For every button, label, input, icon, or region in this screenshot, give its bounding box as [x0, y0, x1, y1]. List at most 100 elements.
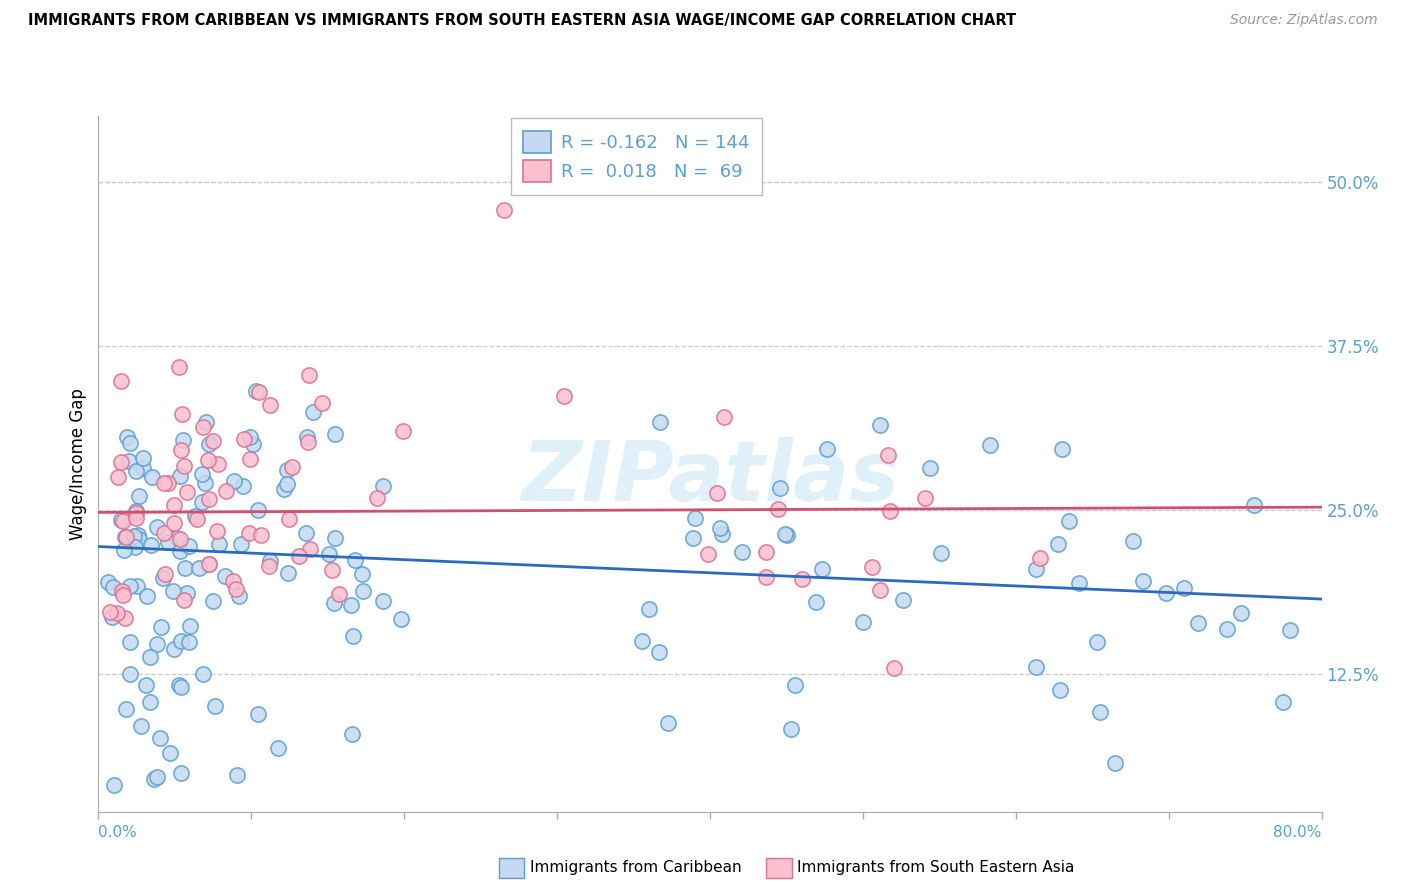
Point [135, 589, 157, 603]
Point [125, 504, 148, 518]
Point [141, 470, 163, 484]
Point [204, 698, 226, 713]
Point [1122, 534, 1144, 549]
Point [198, 492, 221, 507]
Point [191, 420, 214, 434]
Point [276, 476, 298, 491]
Y-axis label: Wage/Income Gap: Wage/Income Gap [69, 388, 87, 540]
Point [118, 436, 141, 450]
Point [222, 474, 245, 488]
Point [869, 582, 891, 597]
Point [169, 766, 191, 780]
Point [342, 629, 364, 643]
Point [197, 436, 219, 450]
Point [776, 528, 799, 542]
Point [118, 667, 141, 681]
Point [128, 532, 150, 546]
Point [132, 461, 155, 475]
Point [98, 605, 121, 619]
Point [139, 695, 162, 709]
Point [350, 567, 373, 582]
Point [259, 398, 281, 412]
Point [186, 512, 208, 526]
Point [815, 442, 838, 456]
Point [373, 594, 395, 608]
Point [278, 512, 301, 526]
Point [682, 532, 704, 546]
Point [1230, 606, 1253, 620]
Point [188, 560, 211, 574]
Point [1047, 537, 1070, 551]
Point [711, 526, 734, 541]
Point [170, 442, 193, 457]
Point [114, 530, 136, 544]
Point [159, 746, 181, 760]
Point [97, 575, 120, 590]
Text: 80.0%: 80.0% [1274, 825, 1322, 840]
Point [1104, 756, 1126, 771]
Point [1085, 635, 1108, 649]
Point [232, 478, 254, 492]
Point [648, 645, 671, 659]
Point [250, 528, 273, 542]
Point [281, 459, 304, 474]
Point [170, 633, 193, 648]
Point [1029, 550, 1052, 565]
Point [120, 635, 142, 649]
Point [131, 450, 153, 465]
Point [553, 389, 575, 403]
Point [226, 768, 249, 782]
Point [131, 719, 153, 733]
Point [366, 491, 388, 505]
Point [860, 560, 883, 574]
Point [198, 558, 221, 572]
Point [318, 547, 340, 561]
Point [170, 680, 193, 694]
Point [1052, 442, 1074, 456]
Point [1057, 514, 1080, 528]
Point [298, 368, 321, 382]
Point [755, 545, 778, 559]
Point [125, 464, 148, 478]
Point [197, 452, 219, 467]
Point [146, 637, 169, 651]
Point [247, 503, 270, 517]
Point [191, 495, 214, 509]
Point [162, 516, 184, 530]
Point [879, 504, 901, 518]
Point [1187, 615, 1209, 630]
Point [783, 677, 806, 691]
Point [179, 539, 201, 553]
Point [103, 778, 125, 792]
Point [259, 554, 281, 568]
Point [1132, 574, 1154, 588]
Point [173, 458, 195, 473]
Point [194, 475, 217, 490]
Point [766, 502, 789, 516]
Point [288, 549, 311, 563]
Point [222, 574, 245, 588]
Point [172, 434, 194, 448]
Point [979, 438, 1001, 452]
Point [101, 580, 124, 594]
Point [246, 707, 269, 722]
Point [163, 642, 186, 657]
Point [214, 568, 236, 582]
Point [205, 524, 228, 538]
Point [225, 582, 247, 596]
Point [110, 455, 132, 469]
Point [247, 385, 270, 400]
Point [706, 486, 728, 500]
Point [883, 660, 905, 674]
Point [769, 481, 792, 495]
Point [197, 557, 219, 571]
Point [245, 384, 267, 398]
Point [125, 511, 148, 525]
Point [112, 542, 135, 557]
Point [124, 540, 146, 554]
Point [343, 553, 366, 567]
Point [143, 772, 166, 787]
Point [920, 460, 942, 475]
Point [127, 527, 149, 541]
Point [638, 601, 661, 615]
